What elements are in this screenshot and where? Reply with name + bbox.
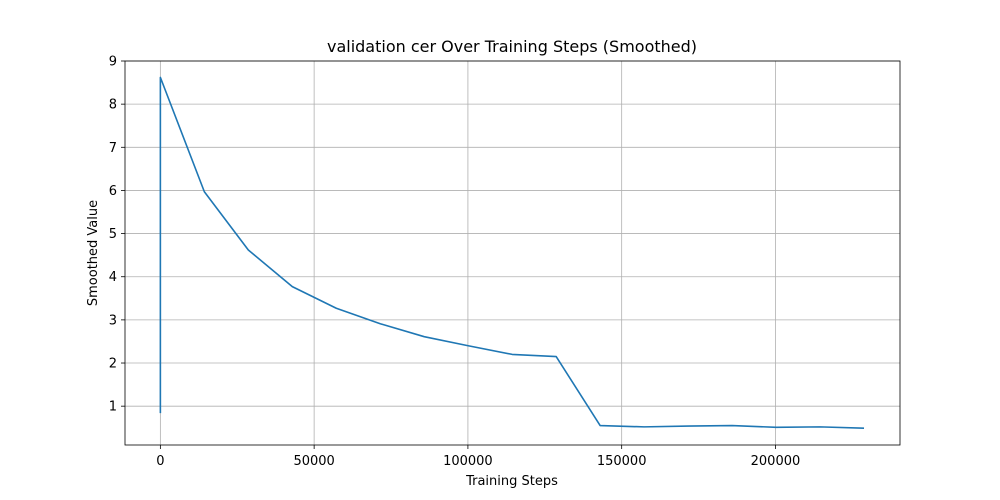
axes: 0 50000 100000 150000 200000 1 2 3 4 5 6 7 8 9 bbox=[109, 55, 901, 469]
y-tick-label: 9 bbox=[109, 55, 117, 70]
series-layer bbox=[159, 76, 865, 429]
x-tick-label: 0 bbox=[156, 454, 164, 469]
y-tick-label: 4 bbox=[109, 270, 117, 285]
y-tick-label: 5 bbox=[109, 227, 117, 242]
x-tick-label: 150000 bbox=[597, 454, 647, 469]
x-tick-label: 100000 bbox=[443, 454, 493, 469]
x-tick-label: 50000 bbox=[293, 454, 334, 469]
series-line-0 bbox=[159, 76, 865, 429]
y-tick-label: 7 bbox=[109, 141, 117, 156]
y-tick-label: 3 bbox=[109, 313, 117, 328]
y-tick-label: 1 bbox=[109, 400, 117, 415]
y-axis-label: Smoothed Value bbox=[86, 200, 101, 306]
x-axis-label: Training Steps bbox=[465, 474, 558, 489]
x-tick-label: 200000 bbox=[751, 454, 801, 469]
plot-frame bbox=[124, 60, 901, 446]
y-tick-label: 2 bbox=[109, 357, 117, 372]
grid bbox=[125, 60, 900, 445]
y-tick-label: 6 bbox=[109, 184, 117, 199]
y-tick-label: 8 bbox=[109, 98, 117, 113]
chart-title: validation cer Over Training Steps (Smoo… bbox=[327, 37, 697, 56]
